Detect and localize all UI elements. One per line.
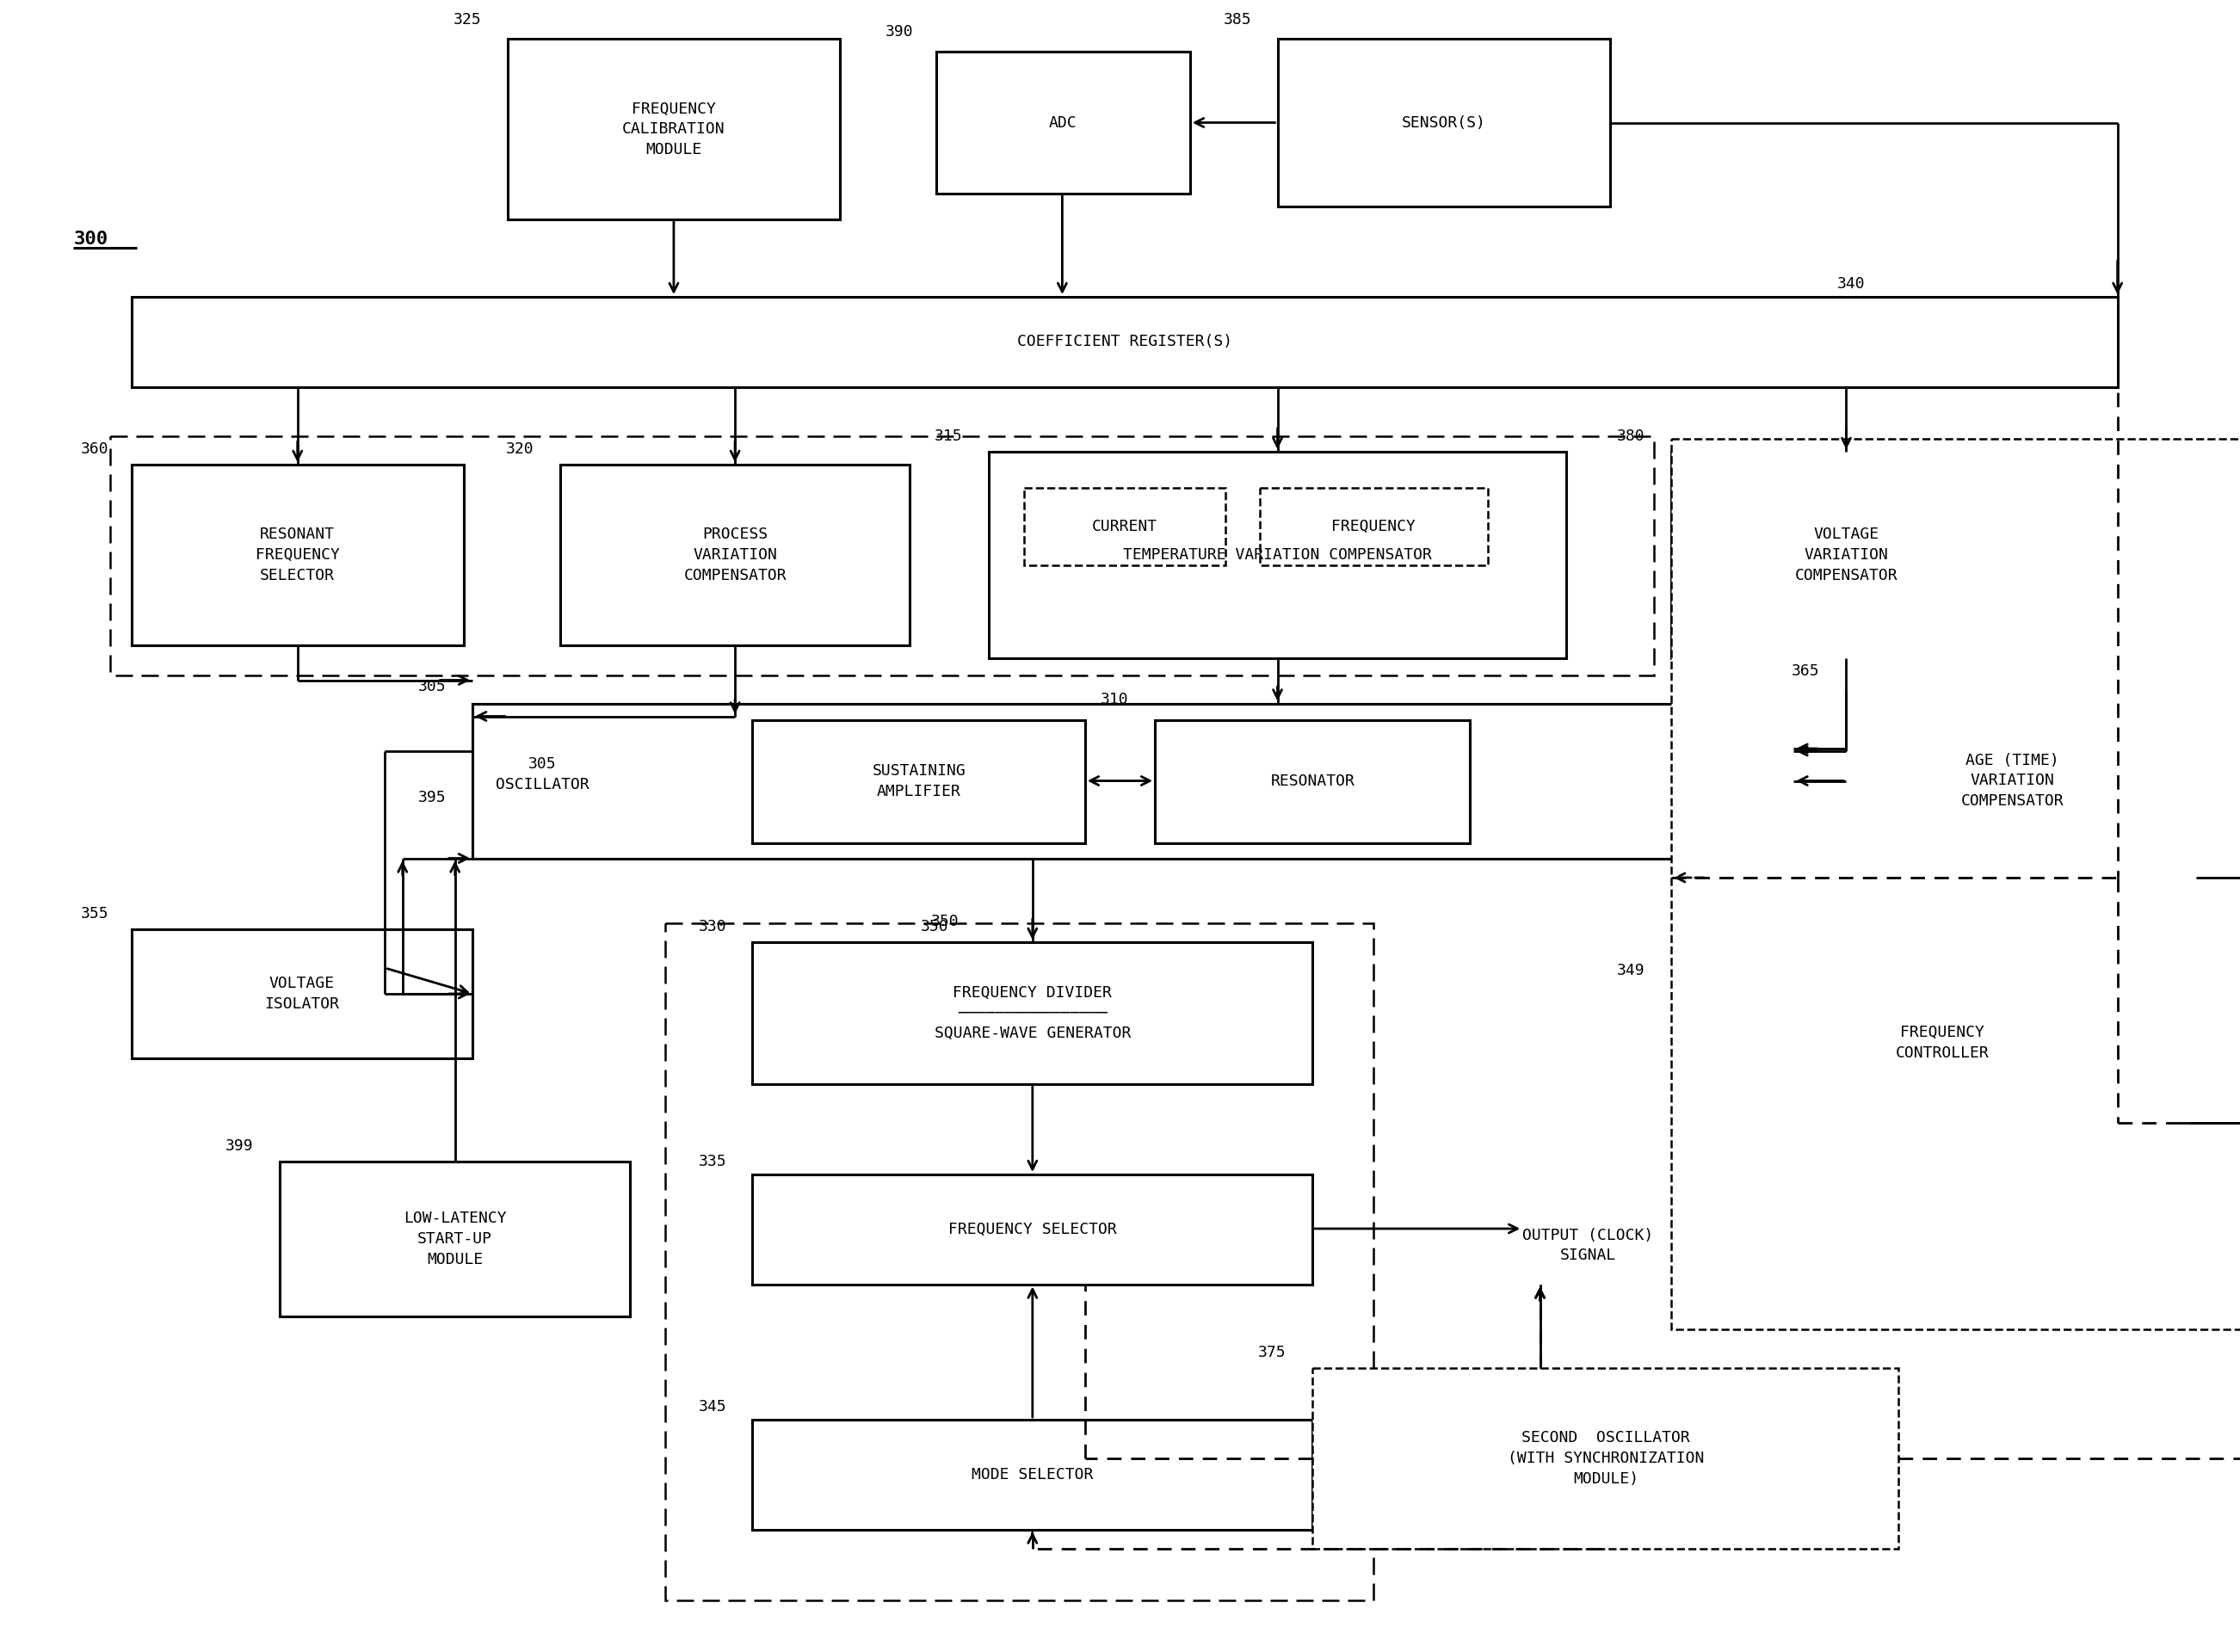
Text: LOW-LATENCY
START-UP
MODULE: LOW-LATENCY START-UP MODULE — [403, 1211, 506, 1267]
Text: RESONATOR: RESONATOR — [1270, 773, 1355, 790]
Bar — [560, 464, 909, 646]
Text: 375: 375 — [1259, 1345, 1286, 1360]
Bar — [1671, 451, 2020, 657]
Text: 310: 310 — [1100, 692, 1129, 707]
Text: 355: 355 — [81, 905, 108, 922]
Bar — [1846, 691, 2180, 871]
Bar — [1671, 439, 2240, 1330]
Bar — [753, 1175, 1313, 1284]
Text: FREQUENCY
CONTROLLER: FREQUENCY CONTROLLER — [1895, 1024, 1989, 1061]
Text: 330: 330 — [699, 919, 726, 935]
Bar — [1156, 720, 1469, 843]
Text: OUTPUT (CLOCK)
SIGNAL: OUTPUT (CLOCK) SIGNAL — [1523, 1227, 1653, 1264]
Text: TEMPERATURE VARIATION COMPENSATOR: TEMPERATURE VARIATION COMPENSATOR — [1122, 547, 1431, 563]
Text: 320: 320 — [506, 441, 533, 458]
Text: 325: 325 — [452, 12, 482, 26]
Text: 350: 350 — [921, 919, 948, 935]
Text: FREQUENCY
CALIBRATION
MODULE: FREQUENCY CALIBRATION MODULE — [623, 101, 726, 157]
Bar — [132, 297, 2117, 387]
Bar — [508, 38, 840, 220]
Text: ADC: ADC — [1048, 116, 1077, 131]
Text: SUSTAINING
AMPLIFIER: SUSTAINING AMPLIFIER — [871, 763, 965, 800]
Text: CURRENT: CURRENT — [1091, 519, 1158, 534]
Text: AGE (TIME)
VARIATION
COMPENSATOR: AGE (TIME) VARIATION COMPENSATOR — [1960, 753, 2063, 809]
Text: COEFFICIENT REGISTER(S): COEFFICIENT REGISTER(S) — [1017, 334, 1232, 350]
Text: 345: 345 — [699, 1399, 726, 1414]
Bar — [936, 51, 1189, 193]
Text: FREQUENCY SELECTOR: FREQUENCY SELECTOR — [948, 1221, 1118, 1237]
Text: 305
OSCILLATOR: 305 OSCILLATOR — [495, 757, 589, 793]
Text: 350: 350 — [932, 914, 959, 928]
Bar — [1024, 487, 1225, 565]
Text: 335: 335 — [699, 1153, 726, 1170]
Text: 380: 380 — [1617, 428, 1644, 444]
Bar — [473, 704, 1794, 859]
Text: 315: 315 — [934, 428, 963, 444]
Bar — [753, 1419, 1313, 1530]
Text: 349: 349 — [1617, 963, 1644, 978]
Bar — [753, 720, 1084, 843]
Text: SENSOR(S): SENSOR(S) — [1402, 116, 1485, 131]
Bar — [665, 923, 1373, 1601]
Text: PROCESS
VARIATION
COMPENSATOR: PROCESS VARIATION COMPENSATOR — [683, 527, 786, 583]
Bar — [1277, 38, 1611, 206]
Text: 395: 395 — [419, 790, 446, 806]
Text: 365: 365 — [1792, 664, 1819, 679]
Bar — [132, 928, 473, 1059]
Text: 385: 385 — [1223, 12, 1252, 26]
Bar — [1259, 487, 1487, 565]
Bar — [1313, 1368, 1900, 1550]
Text: VOLTAGE
VARIATION
COMPENSATOR: VOLTAGE VARIATION COMPENSATOR — [1794, 527, 1897, 583]
Text: VOLTAGE
ISOLATOR: VOLTAGE ISOLATOR — [264, 976, 338, 1011]
Text: FREQUENCY: FREQUENCY — [1331, 519, 1416, 534]
Bar — [753, 942, 1313, 1084]
Text: 300: 300 — [74, 230, 108, 248]
Text: MODE SELECTOR: MODE SELECTOR — [972, 1467, 1093, 1482]
Text: FREQUENCY DIVIDER
────────────────
SQUARE-WAVE GENERATOR: FREQUENCY DIVIDER ──────────────── SQUAR… — [934, 985, 1131, 1041]
Bar — [132, 464, 464, 646]
Text: 340: 340 — [1837, 276, 1866, 292]
Bar — [280, 1161, 629, 1317]
Text: SECOND  OSCILLATOR
(WITH SYNCHRONIZATION
MODULE): SECOND OSCILLATOR (WITH SYNCHRONIZATION … — [1508, 1431, 1705, 1487]
Bar — [988, 451, 1566, 657]
Text: 399: 399 — [226, 1138, 253, 1153]
Text: 390: 390 — [885, 25, 914, 40]
Text: 305: 305 — [419, 679, 446, 694]
Text: 360: 360 — [81, 441, 108, 458]
Text: RESONANT
FREQUENCY
SELECTOR: RESONANT FREQUENCY SELECTOR — [255, 527, 340, 583]
Bar — [110, 436, 1653, 676]
